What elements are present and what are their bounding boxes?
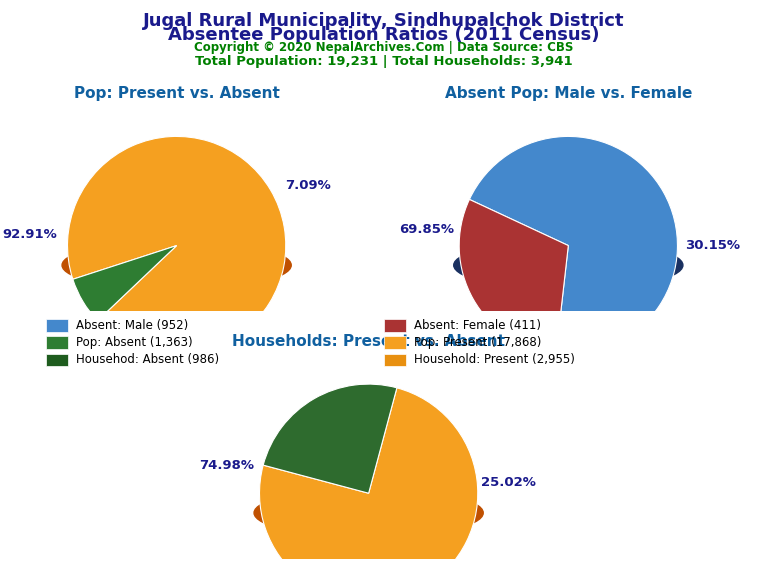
Wedge shape: [73, 245, 177, 321]
Wedge shape: [459, 199, 568, 354]
Title: Pop: Present vs. Absent: Pop: Present vs. Absent: [74, 86, 280, 101]
Text: Househod: Absent (986): Househod: Absent (986): [76, 354, 219, 366]
Title: Households: Present vs. Absent: Households: Present vs. Absent: [232, 334, 505, 349]
Text: 25.02%: 25.02%: [481, 476, 536, 489]
Text: Copyright © 2020 NepalArchives.Com | Data Source: CBS: Copyright © 2020 NepalArchives.Com | Dat…: [194, 41, 574, 55]
Text: Absentee Population Ratios (2011 Census): Absentee Population Ratios (2011 Census): [168, 26, 600, 44]
Wedge shape: [260, 388, 478, 576]
Ellipse shape: [62, 241, 291, 290]
Text: 74.98%: 74.98%: [199, 460, 254, 472]
Ellipse shape: [454, 241, 683, 290]
Text: Absent: Female (411): Absent: Female (411): [414, 319, 541, 332]
Text: Household: Present (2,955): Household: Present (2,955): [414, 354, 574, 366]
Text: Jugal Rural Municipality, Sindhupalchok District: Jugal Rural Municipality, Sindhupalchok …: [144, 12, 624, 29]
Text: Absent: Male (952): Absent: Male (952): [76, 319, 188, 332]
Wedge shape: [68, 137, 286, 355]
Text: Pop: Absent (1,363): Pop: Absent (1,363): [76, 336, 192, 349]
Text: Total Population: 19,231 | Total Households: 3,941: Total Population: 19,231 | Total Househo…: [195, 55, 573, 68]
Text: 92.91%: 92.91%: [2, 228, 57, 241]
Text: 30.15%: 30.15%: [685, 239, 740, 252]
Wedge shape: [469, 137, 677, 355]
Text: 7.09%: 7.09%: [285, 179, 330, 192]
Text: Pop: Present (17,868): Pop: Present (17,868): [414, 336, 541, 349]
Wedge shape: [263, 384, 397, 493]
Ellipse shape: [254, 488, 483, 537]
Title: Absent Pop: Male vs. Female: Absent Pop: Male vs. Female: [445, 86, 692, 101]
Text: 69.85%: 69.85%: [399, 223, 454, 236]
